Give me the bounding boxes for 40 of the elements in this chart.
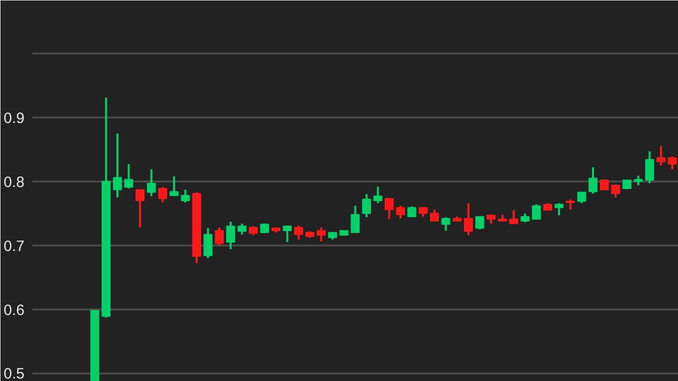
candlestick bbox=[384, 198, 394, 220]
candlestick bbox=[124, 163, 134, 190]
candlestick bbox=[611, 184, 620, 198]
y-tick-label: 0.8 bbox=[4, 174, 25, 191]
candlestick bbox=[226, 220, 236, 250]
candlestick bbox=[204, 227, 212, 260]
candlestick bbox=[668, 155, 677, 170]
y-tick-label: 0.7 bbox=[4, 238, 25, 255]
y-tick-label: 0.5 bbox=[4, 366, 25, 381]
candlestick bbox=[158, 186, 168, 204]
candlestick bbox=[566, 198, 575, 211]
candlestick bbox=[441, 216, 450, 232]
candlestick bbox=[554, 202, 564, 216]
candlestick bbox=[577, 191, 586, 204]
candlestick bbox=[238, 222, 246, 236]
candlestick bbox=[475, 216, 484, 230]
candlestick bbox=[588, 166, 598, 195]
candlestick bbox=[509, 209, 518, 225]
candlestick bbox=[136, 188, 145, 228]
y-tick-label: 0.9 bbox=[4, 110, 25, 127]
candlestick bbox=[396, 204, 405, 220]
candlestick bbox=[282, 224, 292, 244]
y-tick-label: 0.6 bbox=[4, 302, 25, 319]
candlestick bbox=[112, 132, 122, 198]
candlestick bbox=[180, 188, 190, 204]
candlestick bbox=[656, 145, 666, 166]
candlestick bbox=[294, 224, 304, 241]
candlestick bbox=[373, 186, 382, 204]
candlestick bbox=[532, 203, 541, 220]
candlestick bbox=[170, 175, 179, 198]
candlestick bbox=[362, 193, 372, 218]
candlestick bbox=[350, 204, 360, 234]
candlestick bbox=[634, 174, 643, 186]
candlestick bbox=[645, 150, 654, 184]
candlestick bbox=[407, 205, 416, 218]
candlestick bbox=[430, 208, 439, 222]
candlestick bbox=[464, 202, 473, 236]
candlestick bbox=[214, 226, 224, 246]
candlestick bbox=[146, 168, 156, 198]
candlestick bbox=[316, 226, 326, 242]
